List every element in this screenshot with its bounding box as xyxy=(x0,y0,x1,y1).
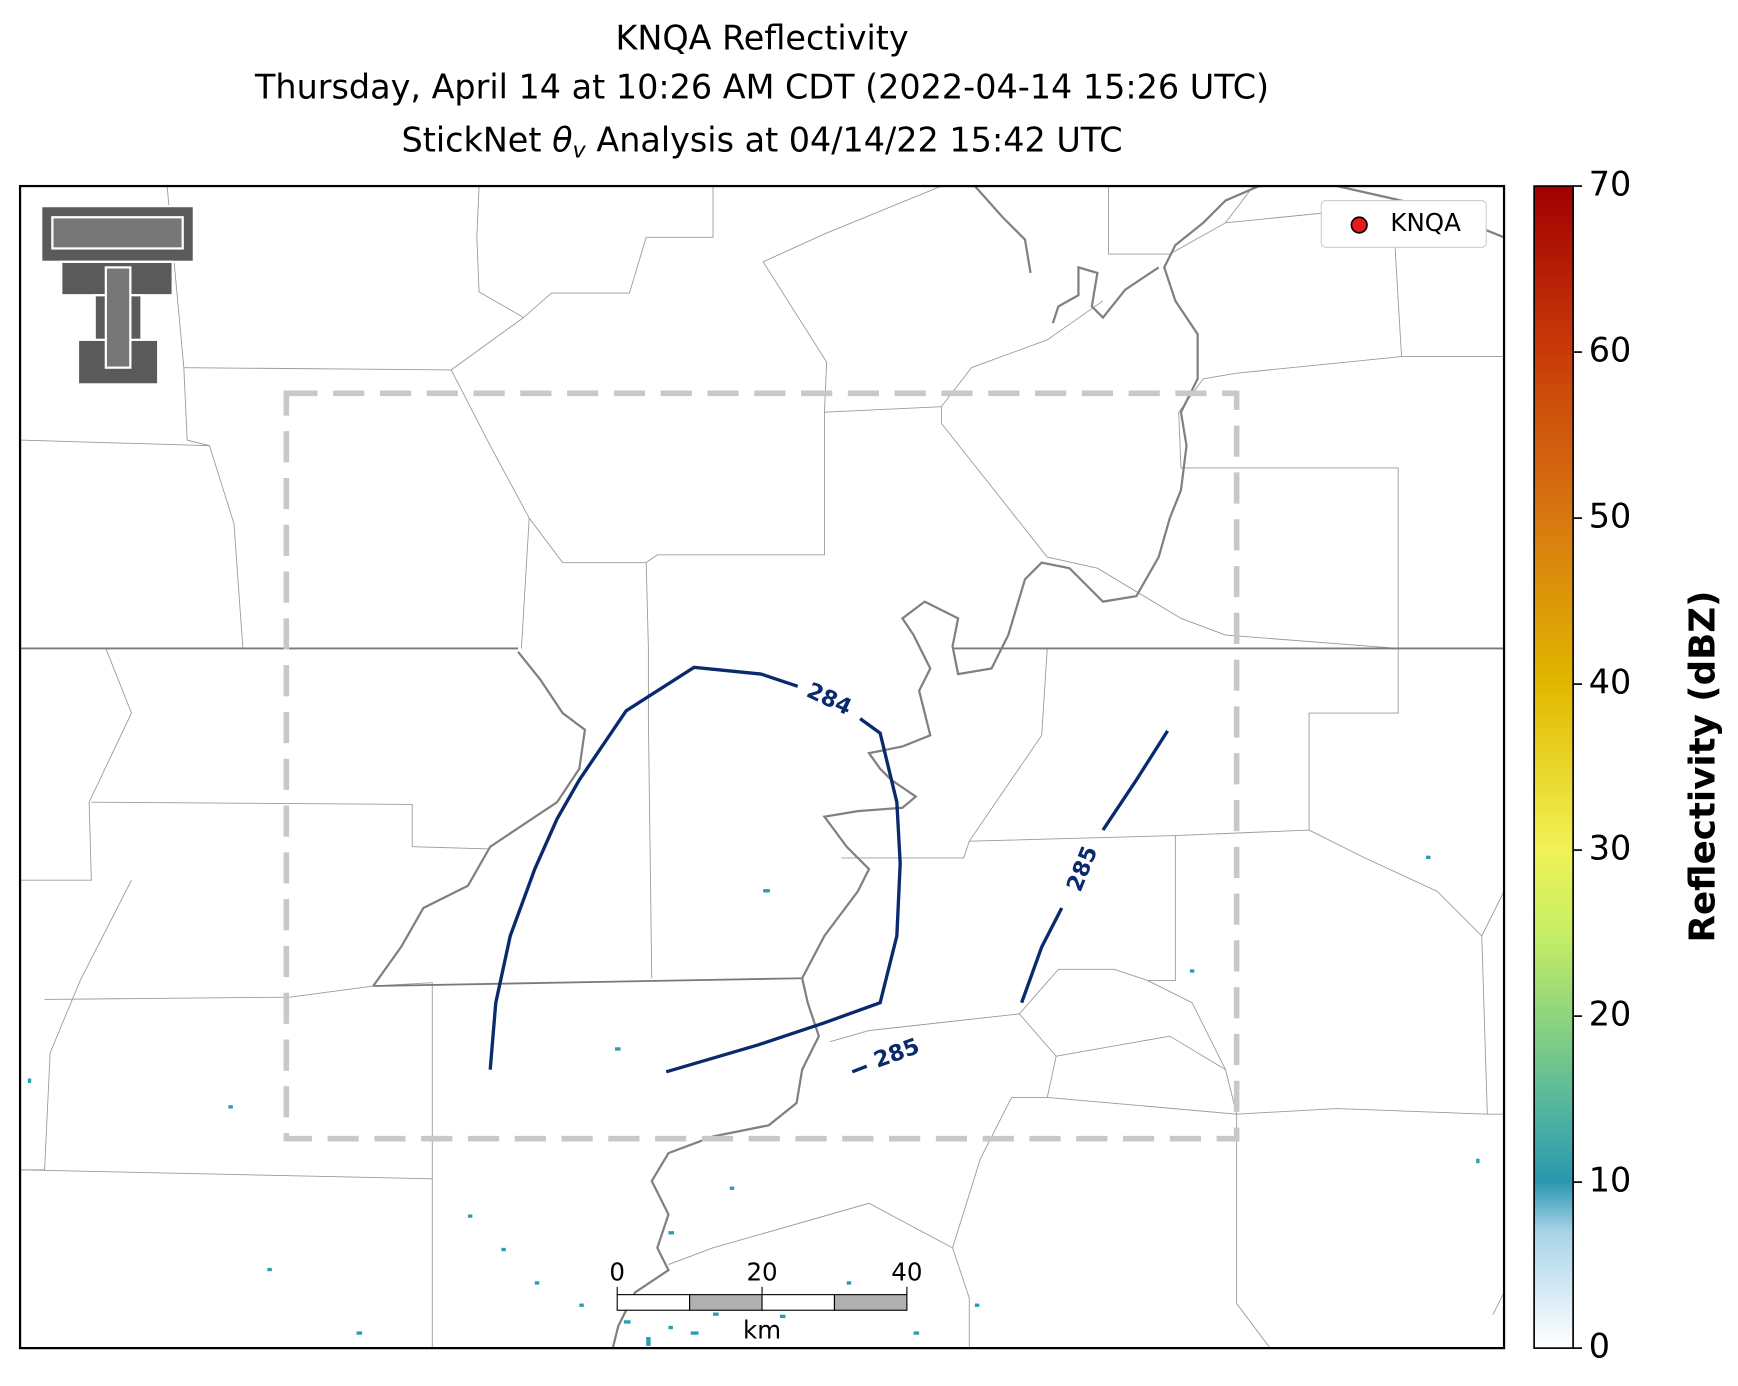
contour-label: 285 xyxy=(870,1033,923,1073)
analysis-domain xyxy=(283,390,1240,1142)
title-subscript: v xyxy=(573,137,587,163)
contour-line xyxy=(1020,907,1064,1004)
scale-bar-label: 0 xyxy=(609,1257,625,1286)
title-line: StickNet θv Analysis at 04/14/22 15:42 U… xyxy=(402,120,1123,163)
title-part: Analysis at 04/14/22 15:42 UTC xyxy=(586,120,1123,159)
colorbar-label: Reflectivity (dBZ) xyxy=(1683,591,1724,943)
contour-label: 285 xyxy=(1062,842,1104,895)
scale-bar-segment xyxy=(761,1294,836,1311)
radar-echoes xyxy=(27,855,1480,1346)
colorbar xyxy=(1533,185,1574,1349)
map-area xyxy=(20,186,1505,1349)
colorbar-tick-label: 20 xyxy=(1589,995,1632,1034)
colorbar-tick-label: 60 xyxy=(1589,331,1632,370)
scale-bar-label: 40 xyxy=(891,1257,922,1286)
county-borders xyxy=(20,186,1505,1349)
legend-box xyxy=(1320,199,1487,248)
map-frame xyxy=(18,184,1506,1350)
colorbar-tick-label: 10 xyxy=(1589,1161,1632,1200)
colorbar-tick-label: 50 xyxy=(1589,497,1632,536)
colorbar-tick-label: 0 xyxy=(1589,1327,1610,1366)
contour-line xyxy=(1101,729,1169,831)
texas-tech-logo xyxy=(40,205,195,386)
contour-line xyxy=(665,717,902,1074)
colorbar-tick-label: 40 xyxy=(1589,663,1632,702)
legend-label: KNQA xyxy=(1390,208,1461,237)
title-symbol: θ xyxy=(552,120,572,159)
scale-bar-segment xyxy=(689,1294,763,1311)
scale-bar-label: 20 xyxy=(746,1257,777,1286)
scale-bar-segment xyxy=(833,1294,908,1311)
title-part: StickNet xyxy=(402,120,553,159)
legend-marker xyxy=(1350,216,1368,234)
colorbar-tick-label: 30 xyxy=(1589,829,1632,868)
scale-bar-unit: km xyxy=(743,1315,781,1344)
contour-line xyxy=(488,665,799,1070)
title-line: KNQA Reflectivity xyxy=(615,19,908,58)
contour-line xyxy=(851,1064,868,1074)
title-line: Thursday, April 14 at 10:26 AM CDT (2022… xyxy=(254,68,1269,107)
scale-bar-segment xyxy=(616,1294,691,1311)
colorbar-tick-label: 70 xyxy=(1589,165,1632,204)
contour-label: 284 xyxy=(803,678,856,721)
